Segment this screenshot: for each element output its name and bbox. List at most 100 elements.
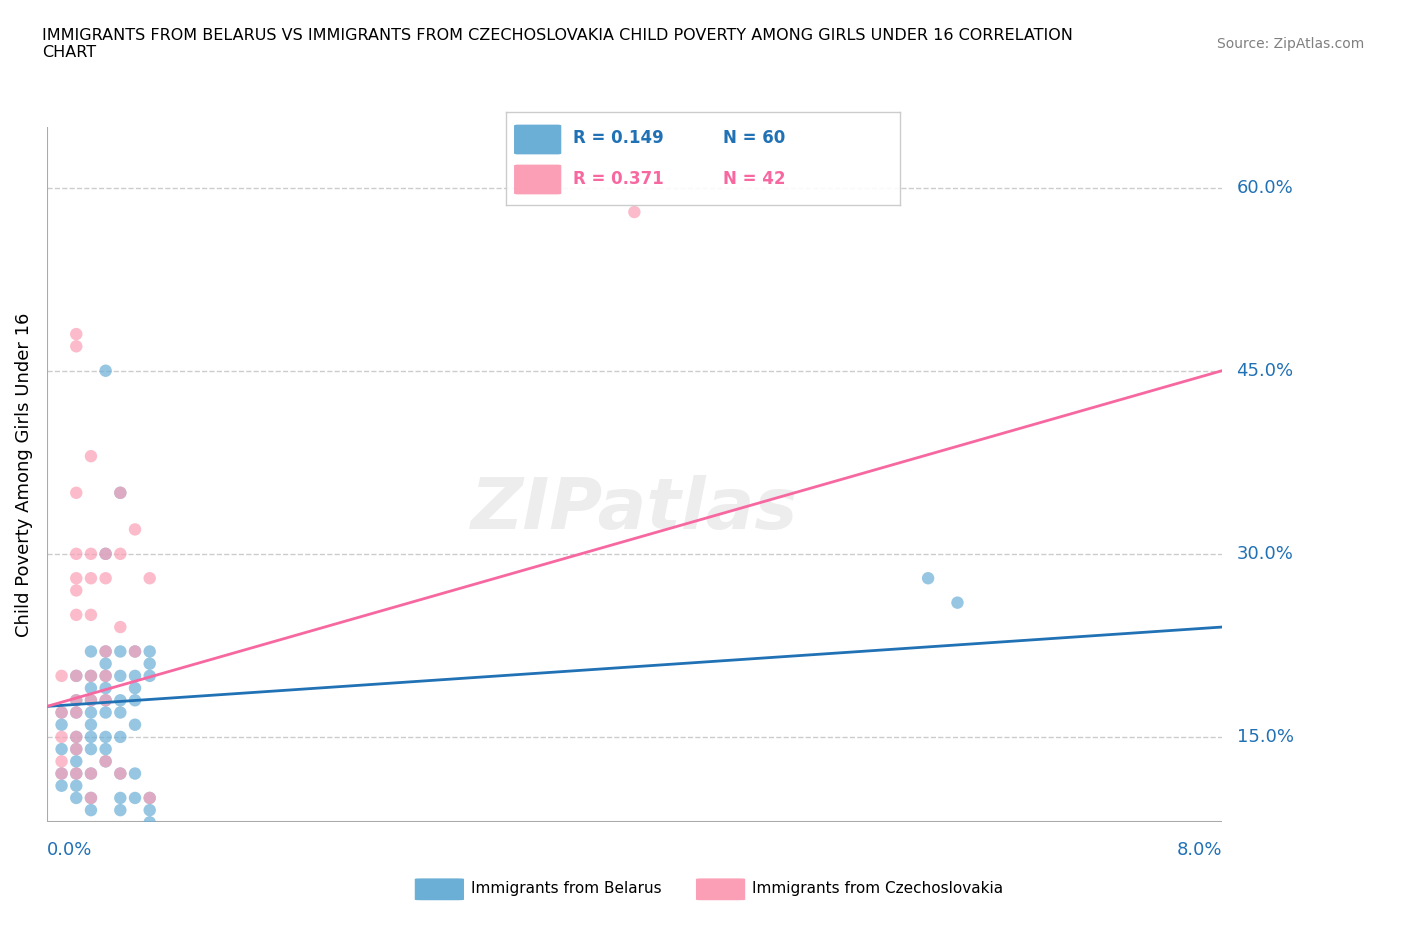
Point [80,693,103,708]
Point [124,766,146,781]
Point [124,669,146,684]
Point [110,485,132,500]
Point [80,790,103,805]
Point [65,693,87,708]
Point [51,766,73,781]
Point [124,717,146,732]
Point [124,693,146,708]
Point [94,669,117,684]
Text: Immigrants from Czechoslovakia: Immigrants from Czechoslovakia [752,881,1004,896]
Point [80,729,103,744]
Point [80,681,103,696]
Point [65,766,87,781]
Point [917,571,939,586]
Point [124,522,146,537]
Point [65,705,87,720]
Point [94,571,117,586]
Text: R = 0.149: R = 0.149 [574,128,664,147]
Point [94,705,117,720]
Point [51,778,73,793]
Point [65,778,87,793]
Point [110,766,132,781]
Point [65,339,87,353]
Point [80,644,103,659]
Point [124,644,146,659]
Point [138,644,160,659]
Y-axis label: Child Poverty Among Girls Under 16: Child Poverty Among Girls Under 16 [15,312,32,637]
Point [138,815,160,830]
Point [65,669,87,684]
Point [65,742,87,757]
Point [124,681,146,696]
Point [110,547,132,562]
Text: IMMIGRANTS FROM BELARUS VS IMMIGRANTS FROM CZECHOSLOVAKIA CHILD POVERTY AMONG GI: IMMIGRANTS FROM BELARUS VS IMMIGRANTS FR… [42,28,1073,60]
Point [94,657,117,671]
Point [138,803,160,817]
FancyBboxPatch shape [696,878,745,900]
Point [80,766,103,781]
Text: N = 42: N = 42 [723,169,785,188]
Point [80,669,103,684]
Point [80,693,103,708]
Point [94,364,117,379]
Point [65,326,87,341]
Point [94,754,117,769]
Point [65,571,87,586]
Point [110,803,132,817]
Text: 15.0%: 15.0% [1236,728,1294,746]
Point [110,669,132,684]
Point [946,595,969,610]
Point [124,790,146,805]
Point [110,729,132,744]
Point [1137,900,1160,915]
Point [51,717,73,732]
Point [94,681,117,696]
Text: N = 60: N = 60 [723,128,785,147]
Point [124,644,146,659]
Point [80,790,103,805]
Point [65,766,87,781]
Point [94,547,117,562]
Point [94,754,117,769]
Point [51,766,73,781]
Text: 60.0%: 60.0% [1236,179,1294,196]
Point [138,790,160,805]
Point [80,669,103,684]
Point [65,790,87,805]
Point [65,669,87,684]
Point [80,449,103,464]
Point [110,705,132,720]
Point [110,693,132,708]
Text: 0.0%: 0.0% [46,841,93,858]
Point [80,766,103,781]
Point [65,485,87,500]
Point [80,717,103,732]
Text: 30.0%: 30.0% [1236,545,1294,563]
Point [65,607,87,622]
Point [138,790,160,805]
Text: 45.0%: 45.0% [1236,362,1294,379]
FancyBboxPatch shape [515,165,561,194]
Point [110,485,132,500]
Point [80,742,103,757]
Point [80,547,103,562]
Point [138,571,160,586]
Point [138,657,160,671]
Point [65,705,87,720]
Point [623,205,645,219]
Point [80,571,103,586]
FancyBboxPatch shape [515,125,561,154]
Point [94,644,117,659]
Text: Source: ZipAtlas.com: Source: ZipAtlas.com [1216,37,1364,51]
Point [94,729,117,744]
Text: ZIPatlas: ZIPatlas [471,475,799,544]
Point [65,693,87,708]
Point [65,742,87,757]
Point [65,729,87,744]
Point [51,754,73,769]
FancyBboxPatch shape [415,878,464,900]
Point [80,803,103,817]
Point [65,583,87,598]
Point [138,669,160,684]
Point [94,669,117,684]
